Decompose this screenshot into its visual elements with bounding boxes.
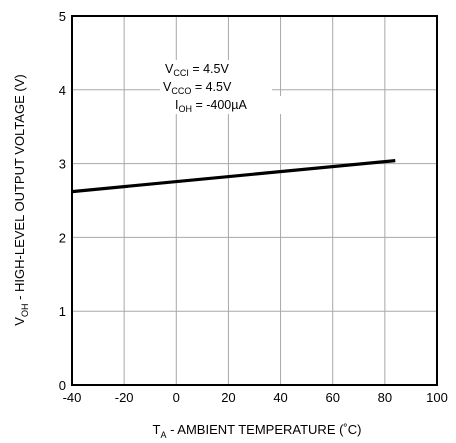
y-tick-label: 3 (59, 157, 66, 172)
annotation-background (160, 78, 272, 96)
annotation-rest: = -400µA (192, 98, 247, 112)
annotation-main: I (175, 98, 178, 112)
annotation-main: V (163, 80, 172, 94)
annotation-rest: = 4.5V (191, 80, 232, 94)
annotation-line: IOH = -400µA (175, 98, 247, 114)
x-axis-label-main: T (153, 422, 161, 437)
x-axis-label: TA - AMBIENT TEMPERATURE (˚C) (153, 422, 362, 440)
x-tick-label: 40 (273, 390, 287, 405)
y-axis-label-main: V (12, 317, 27, 326)
annotation-sub: CCO (171, 86, 191, 96)
series-layer (71, 159, 396, 194)
annotation-main: V (165, 62, 174, 76)
x-axis-label-rest: - AMBIENT TEMPERATURE (˚C) (166, 422, 361, 437)
annotation-line: VCCI = 4.5V (165, 62, 229, 78)
x-tick-labels: -40 -20 0 20 40 60 80 100 (63, 390, 448, 405)
annotation-line: VCCO = 4.5V (163, 80, 232, 96)
y-axis-label-rest: - HIGH-LEVEL OUTPUT VOLTAGE (V) (12, 74, 27, 303)
y-axis-label-sub: OH (20, 304, 30, 318)
y-tick-label: 2 (59, 230, 66, 245)
y-tick-label: 5 (59, 9, 66, 24)
x-tick-label: -20 (115, 390, 134, 405)
y-tick-label: 4 (59, 83, 66, 98)
y-tick-label: 1 (59, 304, 66, 319)
annotation-sub: OH (178, 104, 192, 114)
x-tick-label: 0 (173, 390, 180, 405)
annotation-background (172, 96, 284, 114)
x-tick-label: 100 (426, 390, 448, 405)
x-tick-label: 20 (221, 390, 235, 405)
y-tick-labels: 0 1 2 3 4 5 (59, 9, 66, 393)
annotation-sub: CCI (173, 68, 189, 78)
series-line (71, 159, 396, 194)
x-tick-label: -40 (63, 390, 82, 405)
x-tick-label: 60 (325, 390, 339, 405)
y-tick-label: 0 (59, 378, 66, 393)
annotation-background (162, 60, 274, 78)
y-axis-label: VOH - HIGH-LEVEL OUTPUT VOLTAGE (V) (12, 74, 30, 325)
x-axis-label-sub: A (160, 430, 166, 440)
x-tick-label: 80 (378, 390, 392, 405)
annotation-rest: = 4.5V (189, 62, 230, 76)
plot-frame (71, 15, 438, 386)
